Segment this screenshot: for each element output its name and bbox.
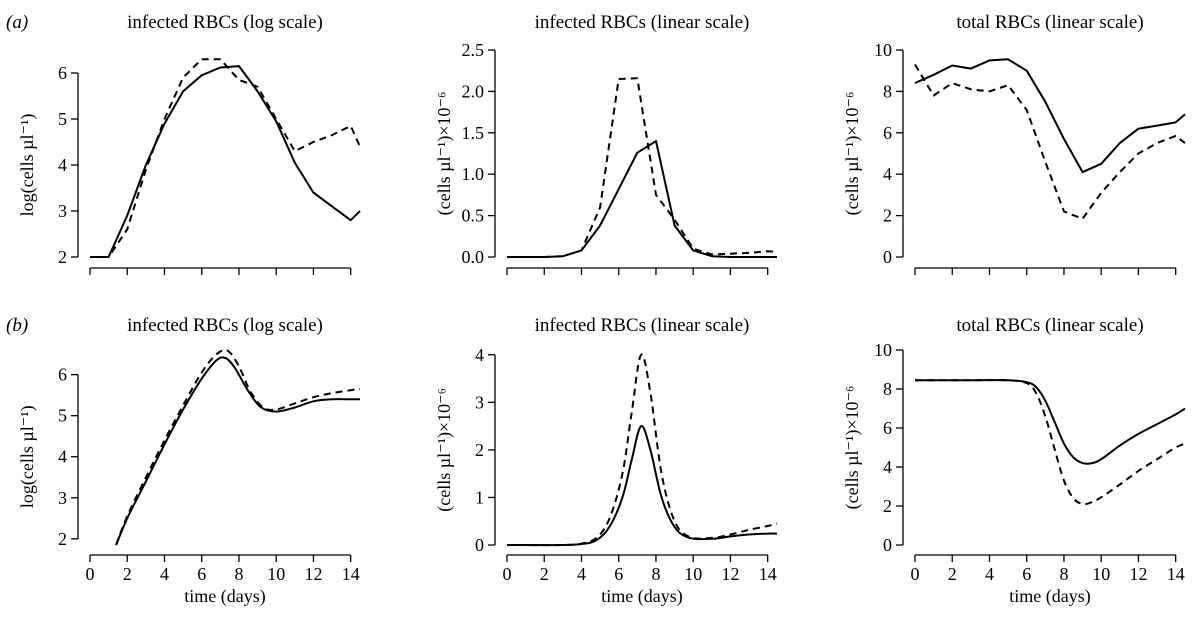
x-tick-label: 4 (160, 564, 169, 584)
x-tick-label: 6 (197, 564, 206, 584)
chart-title: total RBCs (linear scale) (956, 12, 1143, 33)
chart-panel-1-2: total RBCs (linear scale) 0 2 4 6 8 10 0 2 4 6 8 10 1… (842, 315, 1186, 607)
y-tick-label: 4 (58, 155, 67, 175)
x-tick-label: 6 (614, 564, 623, 584)
x-tick-label: 14 (1167, 564, 1185, 584)
series-line-dashed (915, 378, 1186, 506)
series-line-dashed (115, 348, 361, 546)
y-tick-label: 0 (883, 535, 892, 555)
y-axis-label: (cells µl⁻¹)×10⁻⁶ (842, 386, 863, 510)
series-line-solid (914, 58, 1186, 174)
y-tick-label: 6 (58, 365, 67, 385)
chart-panel-0-2: total RBCs (linear scale) 0 2 4 6 8 10 (cells µ… (842, 12, 1186, 275)
chart-title: infected RBCs (log scale) (127, 12, 323, 33)
y-tick-label: 6 (883, 123, 892, 143)
x-axis-label: time (days) (601, 586, 682, 607)
y-tick-label: 2.5 (462, 40, 485, 60)
charts-container: infected RBCs (log scale) 2 3 4 5 6 log(cells … (17, 12, 1186, 607)
x-tick-label: 0 (911, 564, 920, 584)
chart-panel-0-0: infected RBCs (log scale) 2 3 4 5 6 log(cells … (17, 12, 361, 275)
x-tick-label: 0 (503, 564, 512, 584)
x-tick-label: 0 (86, 564, 95, 584)
x-tick-label: 12 (304, 564, 322, 584)
y-tick-label: 4 (475, 345, 484, 365)
x-tick-label: 12 (1129, 564, 1147, 584)
y-tick-label: 3 (475, 392, 484, 412)
x-tick-label: 4 (577, 564, 586, 584)
series-line-solid (915, 379, 1186, 465)
chart-panel-0-1: infected RBCs (linear scale) 0.0 0.5 1.0 1.5… (434, 12, 778, 275)
y-tick-label: 1.5 (462, 123, 485, 143)
y-tick-label: 4 (883, 457, 892, 477)
y-axis-label: (cells µl⁻¹)×10⁻⁶ (434, 388, 455, 512)
x-tick-label: 6 (1022, 564, 1031, 584)
x-tick-label: 14 (759, 564, 777, 584)
y-tick-label: 2 (475, 440, 484, 460)
x-tick-label: 10 (684, 564, 702, 584)
y-tick-label: 0 (475, 535, 484, 555)
y-tick-label: 3 (58, 201, 67, 221)
y-axis-label: log(cells µl⁻¹) (17, 114, 38, 217)
y-tick-label: 2.0 (462, 81, 485, 101)
x-tick-label: 14 (342, 564, 360, 584)
y-tick-label: 2 (58, 529, 67, 549)
series-line-dashed (90, 58, 361, 258)
y-tick-label: 2 (58, 247, 67, 267)
y-tick-label: 1 (475, 487, 484, 507)
y-tick-label: 4 (883, 164, 892, 184)
panel-label-b: (b) (6, 315, 28, 336)
y-tick-label: 5 (58, 406, 67, 426)
y-tick-label: 3 (58, 488, 67, 508)
x-axis-label: time (days) (184, 586, 265, 607)
y-tick-label: 2 (883, 496, 892, 516)
y-tick-label: 2 (883, 206, 892, 226)
series-line-dashed (507, 77, 778, 258)
y-tick-label: 6 (883, 418, 892, 438)
series-line-solid (90, 65, 361, 258)
y-tick-label: 10 (874, 40, 892, 60)
y-tick-label: 8 (883, 379, 892, 399)
y-tick-label: 8 (883, 81, 892, 101)
series-line-solid (115, 356, 360, 546)
series-line-dashed (914, 63, 1186, 220)
x-tick-label: 4 (985, 564, 994, 584)
y-tick-label: 0.0 (462, 247, 485, 267)
series-line-solid (506, 425, 778, 547)
y-tick-label: 6 (58, 63, 67, 83)
panel-label-a: (a) (6, 12, 28, 33)
y-tick-label: 0 (883, 247, 892, 267)
y-tick-label: 5 (58, 109, 67, 129)
x-tick-label: 10 (267, 564, 285, 584)
y-tick-label: 4 (58, 447, 67, 467)
x-tick-label: 8 (651, 564, 660, 584)
x-tick-label: 12 (721, 564, 739, 584)
x-tick-label: 2 (948, 564, 957, 584)
x-axis-label: time (days) (1009, 586, 1090, 607)
x-tick-label: 10 (1092, 564, 1110, 584)
y-axis-label: (cells µl⁻¹)×10⁻⁶ (434, 92, 455, 216)
y-tick-label: 1.0 (462, 164, 485, 184)
x-tick-label: 8 (1059, 564, 1068, 584)
x-tick-label: 8 (234, 564, 243, 584)
chart-title: infected RBCs (linear scale) (535, 315, 750, 336)
y-axis-label: (cells µl⁻¹)×10⁻⁶ (842, 92, 863, 216)
x-tick-label: 2 (123, 564, 132, 584)
chart-title: infected RBCs (log scale) (127, 315, 323, 336)
series-line-dashed (506, 353, 778, 547)
y-tick-label: 0.5 (462, 206, 485, 226)
y-tick-label: 10 (874, 340, 892, 360)
y-axis-label: log(cells µl⁻¹) (17, 405, 38, 508)
chart-title: infected RBCs (linear scale) (535, 12, 750, 33)
x-tick-label: 2 (540, 564, 549, 584)
series-line-solid (507, 140, 777, 258)
chart-title: total RBCs (linear scale) (956, 315, 1143, 336)
